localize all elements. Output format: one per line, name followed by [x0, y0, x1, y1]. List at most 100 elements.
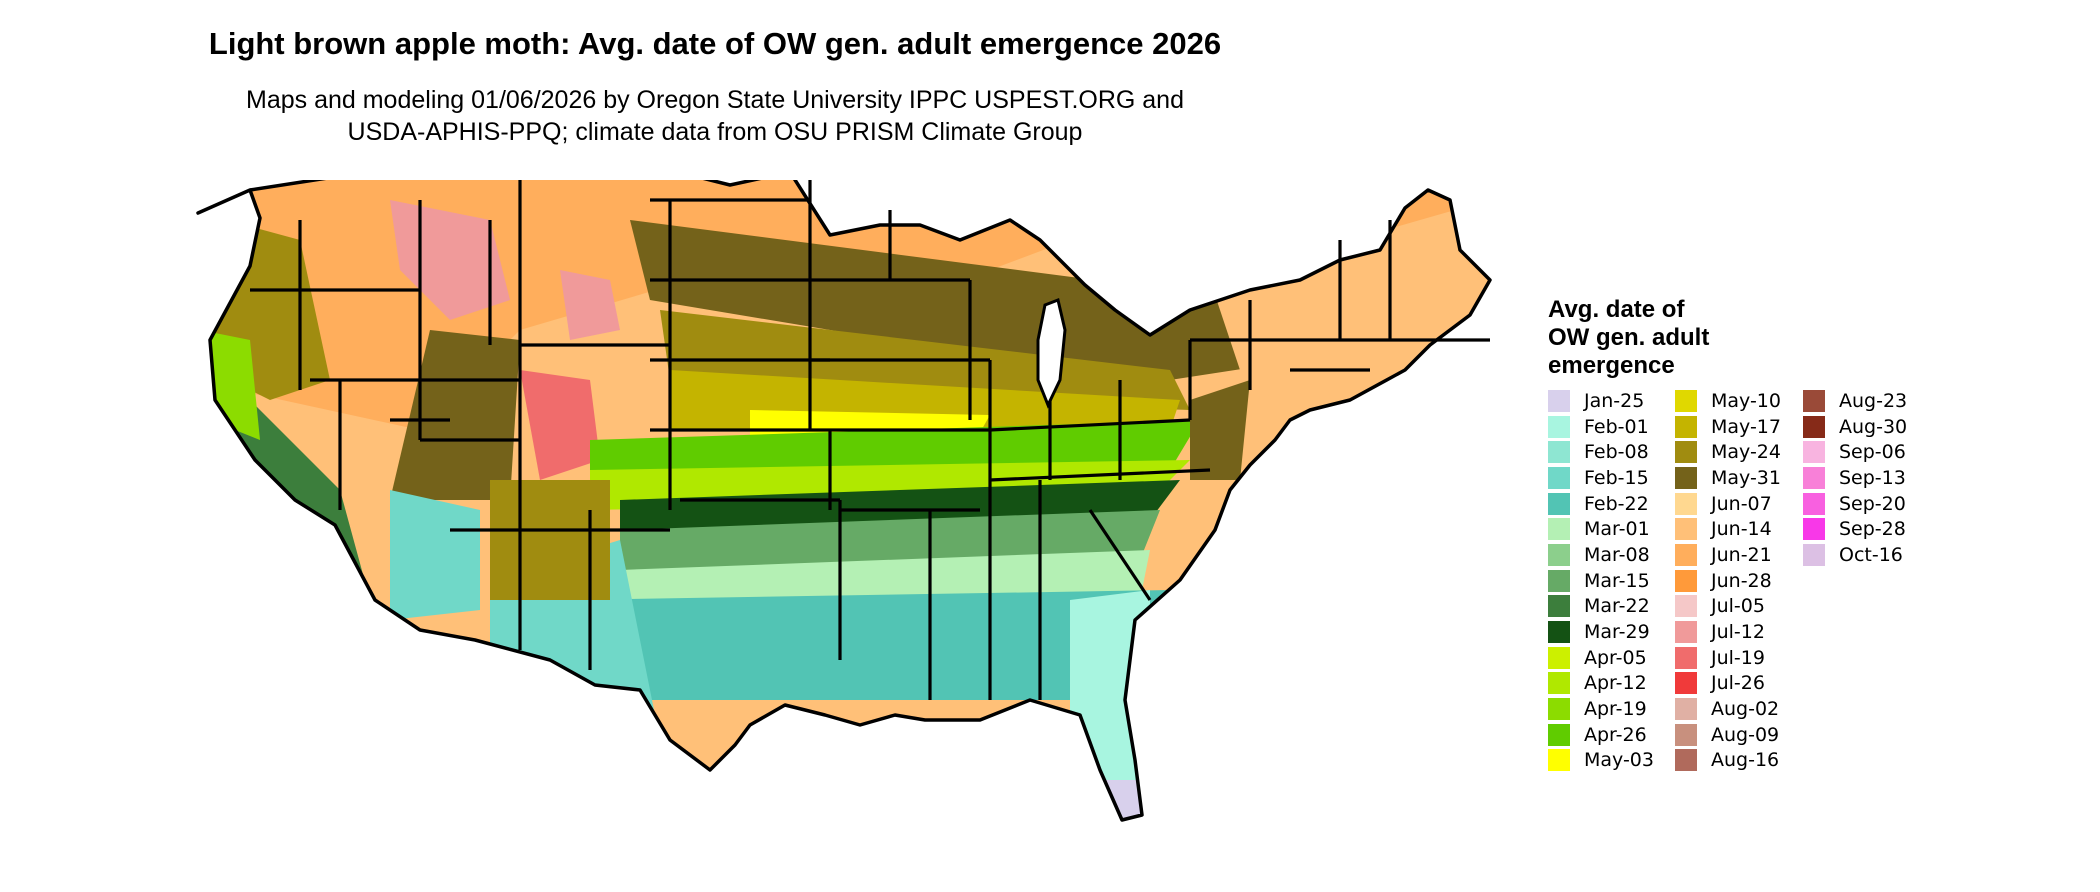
- legend-swatch: [1675, 672, 1697, 695]
- legend-item: May-17: [1675, 414, 1781, 440]
- legend-item: Feb-15: [1548, 465, 1654, 491]
- legend-swatch: [1548, 672, 1570, 695]
- legend-label: Aug-23: [1839, 389, 1908, 412]
- legend-label: Jul-12: [1711, 621, 1765, 644]
- legend-item: Sep-13: [1803, 465, 1907, 491]
- legend-label: May-03: [1584, 749, 1654, 772]
- legend-swatch: [1675, 646, 1697, 669]
- legend-item: Jul-05: [1675, 594, 1781, 620]
- map-subtitle: Maps and modeling 01/06/2026 by Oregon S…: [0, 84, 1430, 148]
- us-border: [196, 180, 1492, 822]
- state-border-line: [989, 418, 1191, 432]
- legend-label: Feb-08: [1584, 441, 1649, 464]
- legend-item: Jun-07: [1675, 491, 1781, 517]
- legend-item: Mar-22: [1548, 594, 1654, 620]
- legend-label: Feb-01: [1584, 415, 1649, 438]
- legend-swatch: [1548, 621, 1570, 644]
- legend-swatch: [1675, 441, 1697, 464]
- legend-label: May-10: [1711, 389, 1781, 412]
- legend-label: May-17: [1711, 415, 1781, 438]
- legend-column-1: Jan-25 Feb-01 Feb-08 Feb-15 Feb-22 Mar-01 Mar-…: [1548, 388, 1654, 773]
- legend-swatch: [1675, 621, 1697, 644]
- legend-label: Jul-05: [1711, 595, 1765, 618]
- legend-swatch: [1803, 466, 1825, 489]
- state-borders: [250, 180, 1490, 700]
- legend-label: Jan-25: [1584, 389, 1645, 412]
- legend-item: Jun-21: [1675, 542, 1781, 568]
- zone-new-mexico: [490, 480, 610, 600]
- legend-swatch: [1675, 569, 1697, 592]
- legend-label: Jun-14: [1711, 518, 1772, 541]
- legend-label: Mar-08: [1584, 543, 1650, 566]
- legend-label: Sep-28: [1839, 518, 1906, 541]
- zone-mid-atlantic: [1190, 380, 1250, 480]
- subtitle-line-2: USDA-APHIS-PPQ; climate data from OSU PR…: [347, 118, 1083, 146]
- legend-item: May-24: [1675, 439, 1781, 465]
- legend-swatch: [1675, 466, 1697, 489]
- legend-swatch: [1548, 543, 1570, 566]
- legend-swatch: [1675, 723, 1697, 746]
- legend-item: Sep-20: [1803, 491, 1907, 517]
- legend-label: Apr-12: [1584, 672, 1647, 695]
- zone-arizona-desert: [390, 490, 480, 620]
- legend-label: Mar-29: [1584, 621, 1650, 644]
- legend-title-line-2: OW gen. adult: [1548, 324, 1710, 351]
- legend-item: Mar-08: [1548, 542, 1654, 568]
- legend-item: Apr-05: [1548, 645, 1654, 671]
- legend-item: May-31: [1675, 465, 1781, 491]
- legend-swatch: [1548, 569, 1570, 592]
- legend-swatch: [1548, 466, 1570, 489]
- legend-item: Apr-12: [1548, 671, 1654, 697]
- legend-label: Mar-22: [1584, 595, 1650, 618]
- us-emergence-map: [196, 180, 1492, 822]
- legend-label: May-31: [1711, 466, 1781, 489]
- legend-item: Apr-19: [1548, 696, 1654, 722]
- legend-label: Jun-28: [1711, 569, 1772, 592]
- legend-swatch: [1548, 492, 1570, 515]
- legend-item: Apr-26: [1548, 722, 1654, 748]
- legend-swatch: [1548, 723, 1570, 746]
- legend-swatch: [1548, 698, 1570, 721]
- legend-label: Oct-16: [1839, 543, 1903, 566]
- legend-label: Feb-15: [1584, 466, 1649, 489]
- legend-swatch: [1548, 646, 1570, 669]
- legend-swatch: [1548, 595, 1570, 618]
- legend-swatch: [1803, 389, 1825, 412]
- legend-swatch: [1803, 492, 1825, 515]
- legend-column-3: Aug-23 Aug-30 Sep-06 Sep-13 Sep-20 Sep-28 Oct-…: [1803, 388, 1907, 568]
- legend-item: Aug-16: [1675, 748, 1781, 774]
- legend-label: Feb-22: [1584, 492, 1649, 515]
- legend-label: Sep-20: [1839, 492, 1906, 515]
- legend-swatch: [1548, 441, 1570, 464]
- state-border-line: [989, 468, 1211, 482]
- subtitle-line-1: Maps and modeling 01/06/2026 by Oregon S…: [246, 86, 1184, 114]
- lake-michigan: [1036, 297, 1067, 409]
- legend-label: Sep-13: [1839, 466, 1906, 489]
- legend-title: Avg. date of OW gen. adult emergence: [1548, 296, 1709, 380]
- legend-swatch: [1675, 415, 1697, 438]
- legend-swatch: [1548, 415, 1570, 438]
- legend-label: Jun-07: [1711, 492, 1772, 515]
- legend-column-2: May-10 May-17 May-24 May-31 Jun-07 Jun-14 Jun-…: [1675, 388, 1781, 773]
- legend-item: Aug-09: [1675, 722, 1781, 748]
- legend-swatch: [1803, 441, 1825, 464]
- legend-label: Aug-02: [1711, 698, 1780, 721]
- legend-item: Jul-26: [1675, 671, 1781, 697]
- legend-item: Aug-30: [1803, 414, 1907, 440]
- legend-item: Mar-29: [1548, 619, 1654, 645]
- legend-label: Aug-09: [1711, 723, 1780, 746]
- legend-item: Mar-01: [1548, 516, 1654, 542]
- legend-item: Jan-25: [1548, 388, 1654, 414]
- legend-swatch: [1675, 543, 1697, 566]
- legend-item: Aug-02: [1675, 696, 1781, 722]
- legend-item: Sep-06: [1803, 439, 1907, 465]
- legend-swatch: [1803, 415, 1825, 438]
- legend-item: Feb-08: [1548, 439, 1654, 465]
- zone-great-basin: [390, 330, 520, 500]
- legend-item: Feb-01: [1548, 414, 1654, 440]
- legend-swatch: [1548, 518, 1570, 541]
- legend-label: Mar-15: [1584, 569, 1650, 592]
- legend-swatch: [1675, 595, 1697, 618]
- legend-label: Aug-30: [1839, 415, 1908, 438]
- legend-label: Apr-26: [1584, 723, 1647, 746]
